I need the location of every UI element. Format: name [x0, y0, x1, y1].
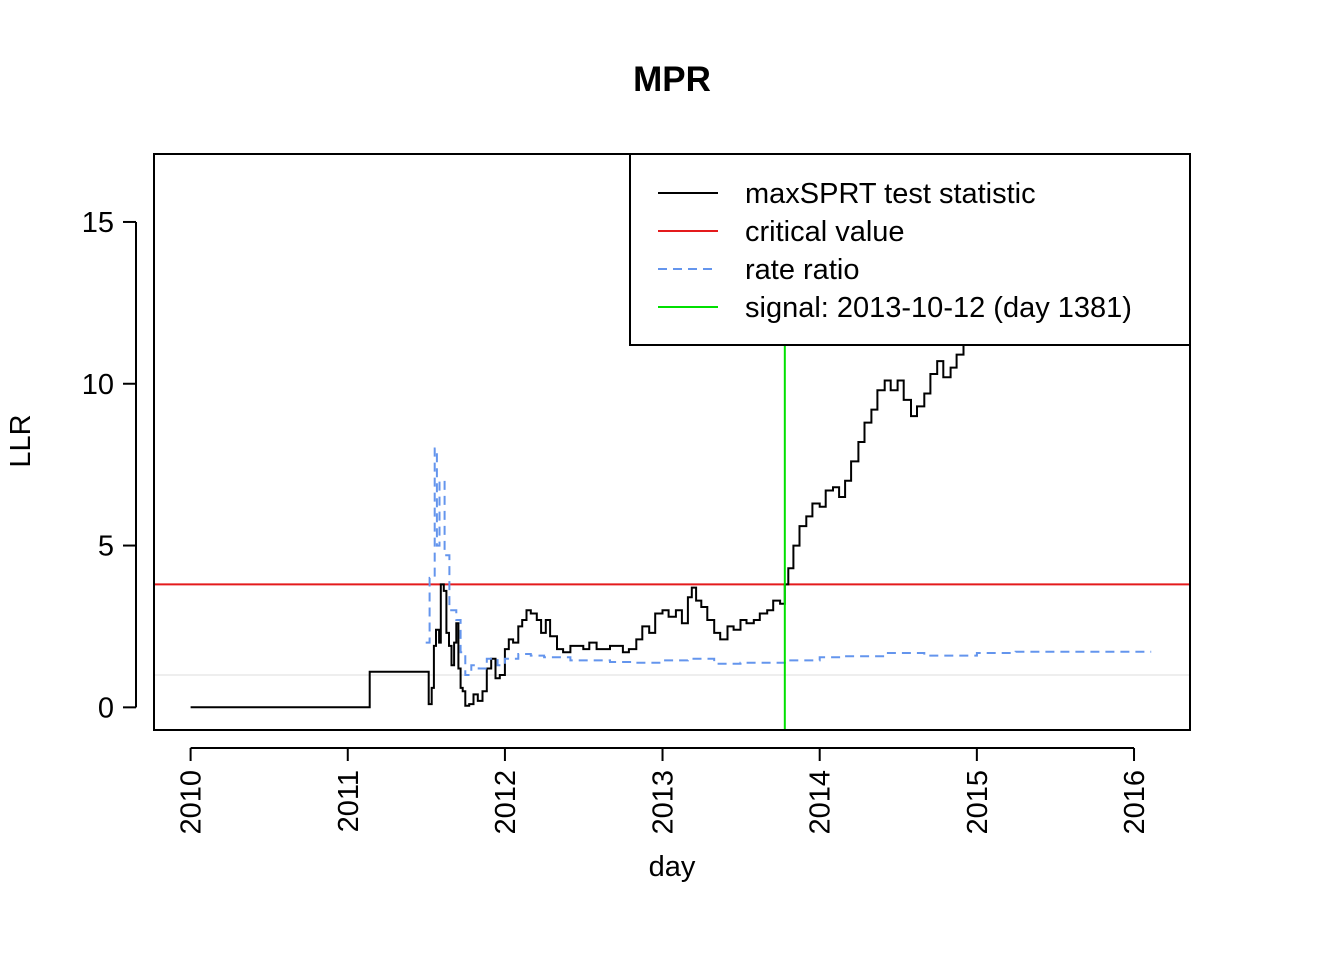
x-axis-label: day: [649, 851, 696, 883]
legend-entry-label: rate ratio: [745, 254, 859, 286]
x-tick-label: 2015: [962, 770, 994, 835]
legend-entry-label: signal: 2013-10-12 (day 1381): [745, 292, 1132, 324]
y-tick-label: 15: [82, 207, 114, 239]
x-tick-label: 2011: [333, 770, 365, 832]
y-tick-label: 5: [98, 531, 114, 563]
chart-title: MPR: [633, 60, 711, 99]
legend: maxSPRT test statistic critical value rate…: [629, 153, 1191, 346]
x-tick-label: 2012: [490, 770, 522, 835]
maxsprt-test-statistic-line: [190, 306, 992, 709]
x-tick-label: 2010: [176, 770, 208, 835]
legend-entry-label: maxSPRT test statistic: [745, 178, 1036, 210]
x-tick-label: 2013: [648, 770, 680, 835]
y-tick-label: 0: [98, 692, 114, 724]
rate-ratio-line: [425, 447, 1152, 676]
x-tick-label: 2014: [805, 770, 837, 835]
axes-layer: 0 5 10 15 2010 2011 2012 2013 2014 2015 2016: [82, 153, 1191, 835]
x-tick-label: 2016: [1119, 770, 1151, 835]
legend-entry-label: critical value: [745, 216, 905, 248]
y-tick-label: 10: [82, 369, 114, 401]
legend-box: [629, 153, 1191, 346]
y-axis-label: LLR: [5, 414, 37, 467]
